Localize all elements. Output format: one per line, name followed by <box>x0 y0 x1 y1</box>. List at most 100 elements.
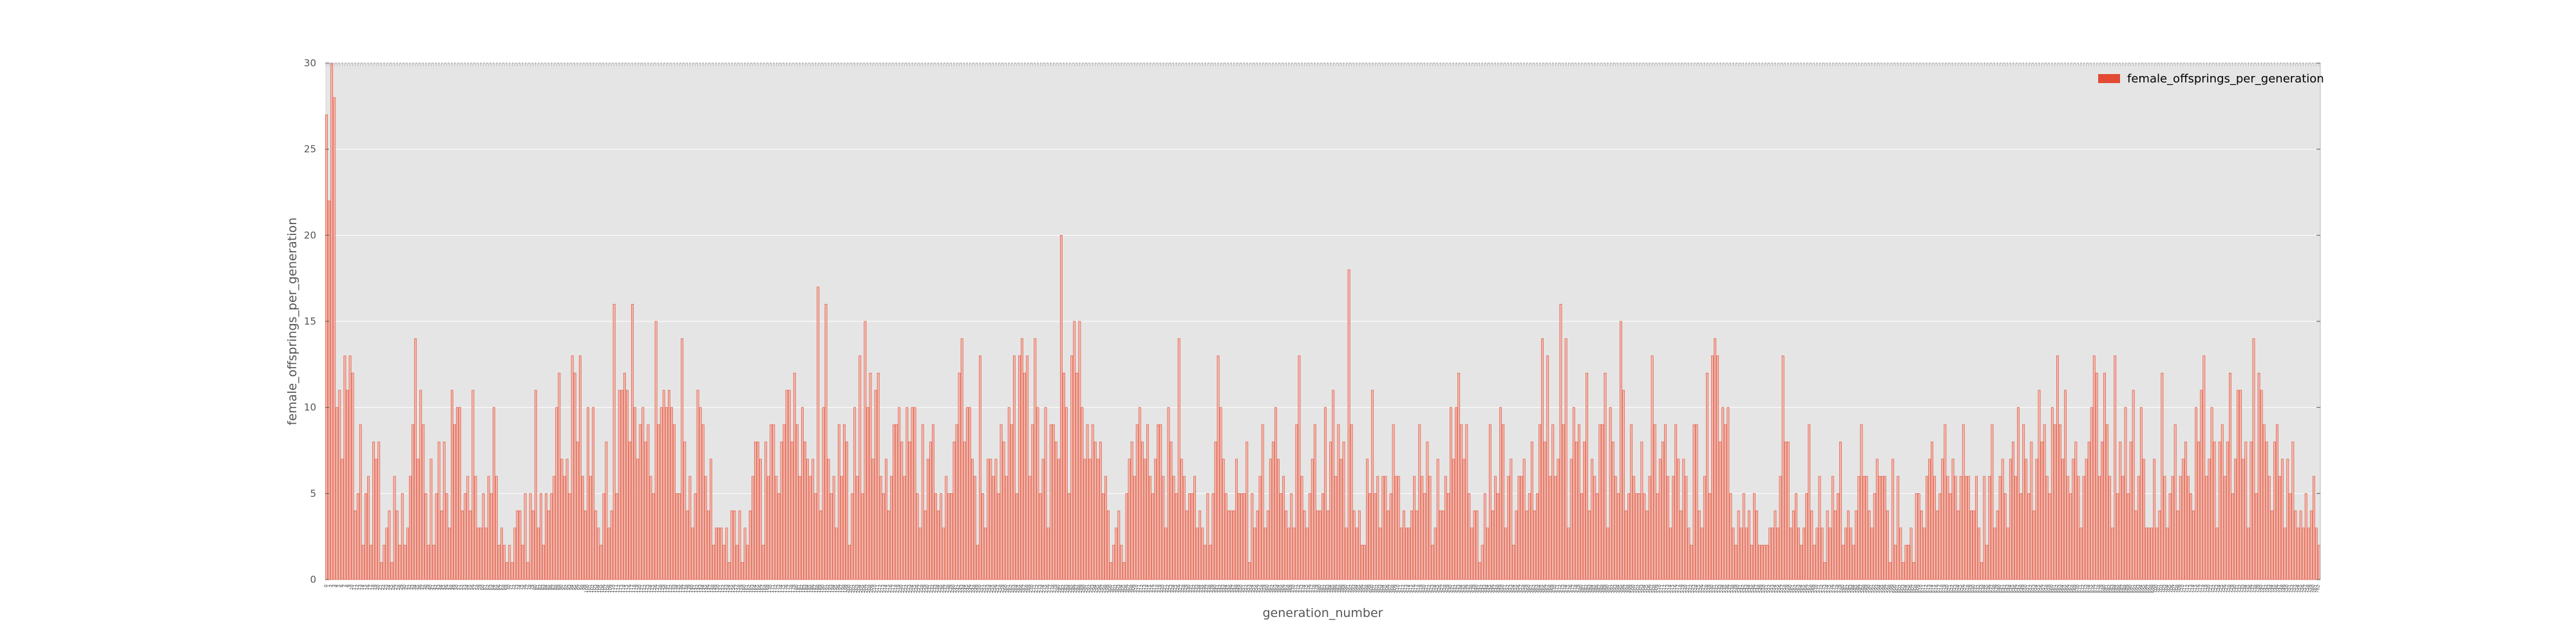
bar <box>806 459 810 580</box>
bar <box>2134 510 2137 580</box>
x-tick-label: 36 <box>417 583 423 591</box>
bar <box>1368 493 1372 580</box>
x-tick-label: 498 <box>1624 584 1631 594</box>
bar <box>361 545 365 580</box>
bar <box>1868 510 1871 580</box>
x-tick-label: 190 <box>819 584 826 594</box>
bar <box>1920 510 1923 580</box>
x-tick-label: 379 <box>1313 584 1320 594</box>
bar <box>2312 476 2315 580</box>
x-tick-label: 722 <box>2210 584 2217 594</box>
x-tick-label: 741 <box>2260 584 2266 594</box>
bar <box>2226 441 2229 580</box>
x-tick-label: 615 <box>1930 584 1937 594</box>
bar <box>1340 459 1343 580</box>
bar <box>1857 476 1861 580</box>
x-tick-label: 728 <box>2226 584 2232 594</box>
x-tick-label: 554 <box>1771 583 1777 593</box>
bar <box>1528 493 1531 580</box>
x-tick-label: 86 <box>547 583 554 591</box>
bar <box>2017 407 2020 580</box>
x-tick-label: 134 <box>672 583 679 593</box>
bar <box>330 62 334 580</box>
x-tick-label: 585 <box>1852 584 1859 594</box>
bar <box>683 441 687 580</box>
bar <box>1483 493 1486 580</box>
x-tick-label: 303 <box>1115 584 1121 594</box>
bar <box>1810 510 1814 580</box>
bar <box>380 562 383 580</box>
bar <box>1991 424 1994 580</box>
bar <box>1732 527 1735 580</box>
bar <box>1975 476 1978 580</box>
x-tick-label: 459 <box>1522 584 1529 594</box>
bar <box>2210 407 2213 580</box>
x-tick-label: 371 <box>1293 584 1299 594</box>
x-tick-label: 477 <box>1569 584 1576 594</box>
x-tick-label: 541 <box>1737 584 1743 594</box>
bar <box>1075 372 1079 580</box>
bar <box>2215 527 2219 580</box>
bar <box>427 545 430 580</box>
x-tick-label: 3 <box>331 584 337 588</box>
bar <box>1209 545 1212 580</box>
bar <box>2030 441 2033 580</box>
x-tick-label: 588 <box>1860 584 1866 594</box>
x-tick-label: 600 <box>1891 584 1897 594</box>
bar <box>2176 510 2179 580</box>
x-tick-label: 735 <box>2244 584 2251 594</box>
x-tick-label: 133 <box>670 584 676 594</box>
x-tick-label: 607 <box>1909 584 1916 594</box>
x-tick-label: 651 <box>2025 584 2031 594</box>
x-tick-label: 576 <box>1828 583 1835 593</box>
x-tick-label: 542 <box>1739 584 1746 594</box>
bar <box>325 114 328 580</box>
bar <box>1695 424 1698 580</box>
x-tick-label: 9 <box>346 584 352 588</box>
x-tick-label: 308 <box>1128 584 1134 594</box>
x-tick-label: 390 <box>1342 584 1349 594</box>
bar <box>1808 424 1811 580</box>
bar <box>1729 493 1732 580</box>
x-tick-label: 641 <box>1998 584 2005 594</box>
x-tick-label: 230 <box>923 584 930 594</box>
x-tick-label: 180 <box>793 584 799 594</box>
x-tick-label: 108 <box>605 584 611 594</box>
bar <box>1238 493 1240 580</box>
x-tick-label: 429 <box>1444 584 1450 594</box>
bar <box>372 441 375 580</box>
bar <box>390 562 393 580</box>
x-tick-label: 366 <box>1279 583 1285 593</box>
bar <box>1167 407 1170 580</box>
bar <box>1107 510 1110 580</box>
bar <box>1206 493 1209 580</box>
bar <box>1012 355 1016 580</box>
x-tick-label: 544 <box>1745 583 1751 593</box>
bar <box>1389 493 1392 580</box>
x-tick-label: 155 <box>728 584 734 594</box>
bar <box>2119 441 2122 580</box>
x-tick-label: 669 <box>2072 584 2078 594</box>
x-tick-label: 436 <box>1463 583 1469 593</box>
bar <box>851 493 854 580</box>
bar <box>1742 493 1745 580</box>
x-tick-label: 20 <box>375 584 381 591</box>
bar <box>1031 424 1034 580</box>
bar <box>1133 476 1136 580</box>
x-tick-label: 397 <box>1360 584 1367 594</box>
x-tick-label: 698 <box>2147 584 2154 594</box>
bar <box>1761 545 1764 580</box>
bar <box>1645 510 1649 580</box>
bar <box>835 527 838 580</box>
bar <box>1120 545 1123 580</box>
x-tick-label: 642 <box>2001 584 2007 594</box>
bar <box>2213 441 2216 580</box>
bar <box>1692 424 1696 580</box>
x-tick-label: 149 <box>712 584 718 594</box>
bar <box>1280 493 1282 580</box>
bar <box>1638 493 1641 580</box>
bar <box>1300 476 1303 580</box>
x-tick-label: 414 <box>1405 583 1411 593</box>
bar <box>343 355 346 580</box>
